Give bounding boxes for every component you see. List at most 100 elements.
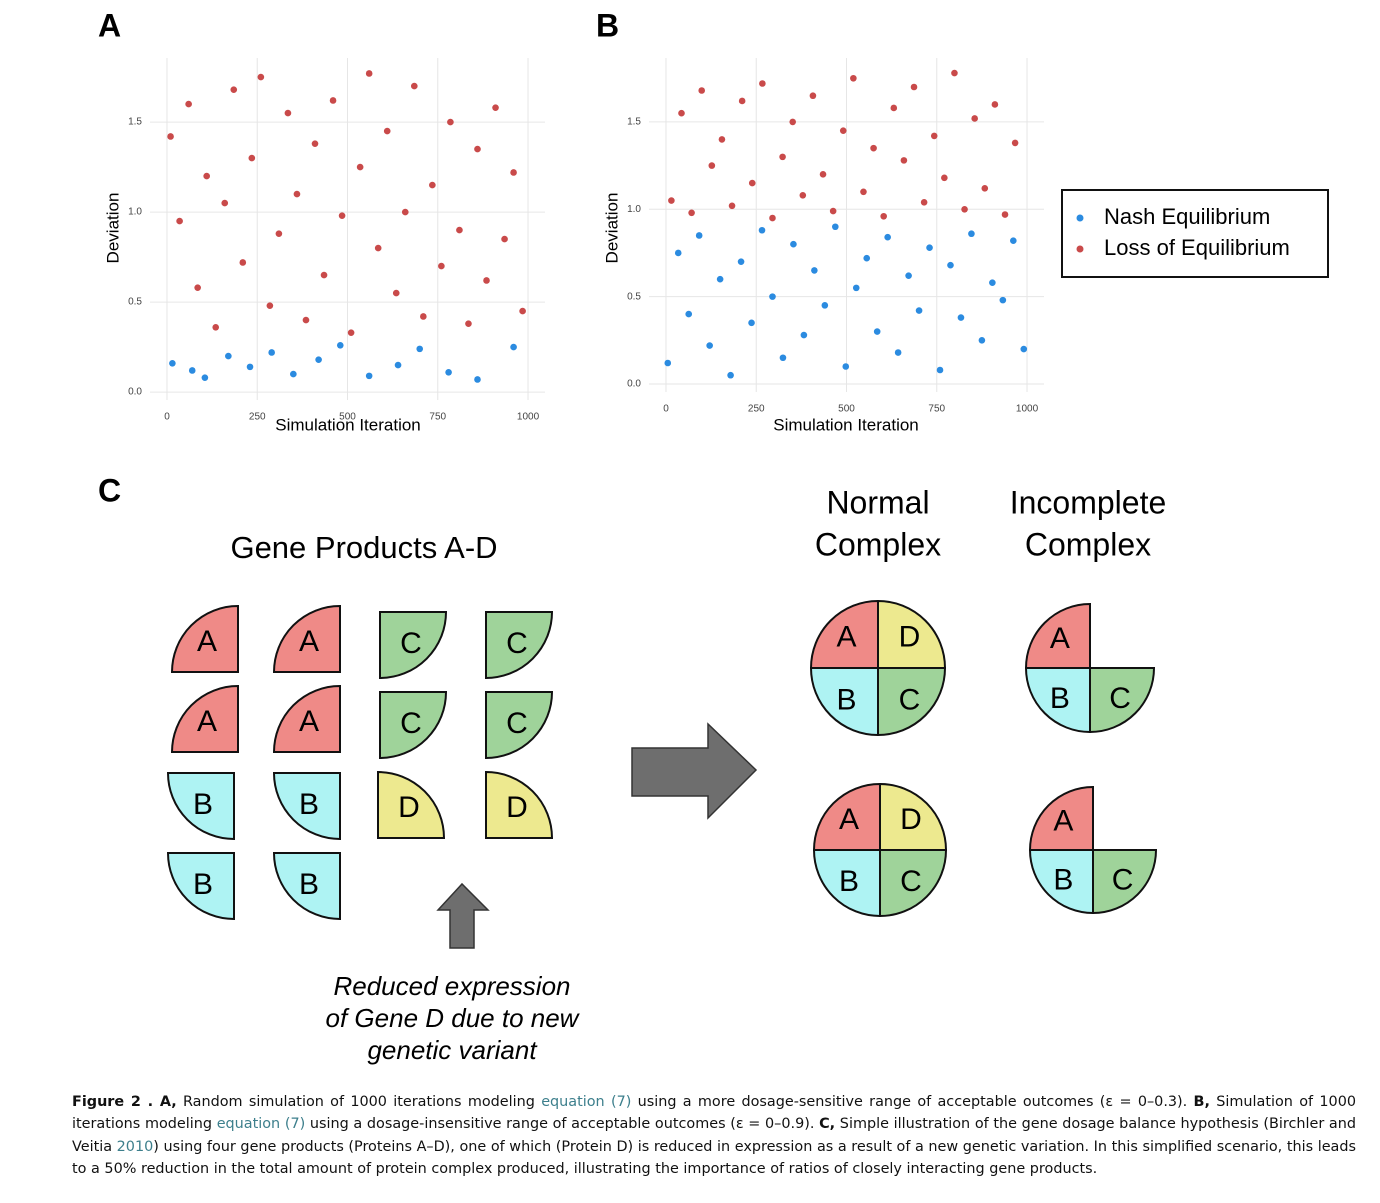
y-tick-label: 1.0 — [627, 204, 641, 215]
gene-label: B — [1050, 682, 1070, 715]
point — [829, 207, 837, 215]
point — [188, 367, 196, 374]
panel-label: A — [98, 7, 121, 43]
x-tick-label: 1000 — [517, 412, 540, 423]
gene-product — [485, 691, 554, 760]
gene-label: C — [400, 627, 422, 660]
arrow — [436, 882, 490, 949]
point — [926, 244, 933, 252]
point — [894, 349, 902, 356]
point — [311, 140, 319, 147]
point — [420, 313, 427, 320]
gene-label: A — [1053, 804, 1073, 837]
gene-product — [879, 782, 948, 851]
point — [456, 226, 463, 234]
gene-product — [812, 849, 881, 918]
gene-label: A — [197, 705, 217, 738]
legend-marker — [1076, 245, 1084, 253]
caption-plain: Simple illustration of the gene dosage b… — [72, 1116, 1356, 1155]
point — [936, 366, 944, 374]
caption-link[interactable]: 2010 — [116, 1138, 154, 1155]
point — [194, 284, 201, 291]
point — [873, 328, 881, 335]
point — [492, 104, 499, 111]
x-tick-label: 1000 — [1016, 404, 1039, 415]
point — [510, 343, 517, 351]
point — [416, 345, 424, 353]
note: of Gene D due to new — [326, 1003, 581, 1033]
caption-link[interactable]: equation (7) — [216, 1116, 306, 1133]
point — [212, 323, 220, 331]
point — [819, 171, 827, 178]
point — [863, 254, 871, 262]
gene-product — [877, 667, 947, 737]
point — [880, 212, 887, 220]
gene-product — [879, 849, 948, 918]
point — [832, 223, 839, 231]
gene-label: B — [193, 788, 213, 821]
gene-product — [379, 611, 448, 680]
point — [266, 302, 274, 309]
y-tick-label: 0.0 — [627, 379, 641, 390]
point — [769, 293, 776, 300]
point — [167, 133, 174, 140]
point — [799, 192, 807, 199]
panel-label: C — [98, 472, 121, 508]
y-tick-label: 0.5 — [627, 291, 641, 302]
point — [1010, 237, 1017, 245]
gene-product — [1028, 785, 1094, 851]
gene-product — [1024, 667, 1091, 734]
gene-label: A — [197, 625, 217, 658]
point — [519, 307, 526, 315]
point — [510, 169, 517, 176]
point — [1020, 345, 1028, 353]
gene-label: C — [1109, 682, 1131, 715]
gene-product — [272, 852, 341, 921]
point — [284, 109, 292, 117]
gene-product — [812, 782, 881, 851]
caption-link[interactable]: equation (7) — [541, 1094, 632, 1110]
gene-label: C — [506, 707, 528, 740]
point — [1001, 211, 1009, 218]
x-tick-label: 750 — [928, 404, 945, 415]
point — [394, 361, 402, 369]
point — [991, 101, 999, 108]
point — [748, 179, 756, 187]
point — [302, 316, 310, 324]
point — [790, 240, 797, 248]
gene-product — [1092, 849, 1158, 915]
x-tick-label: 250 — [748, 404, 765, 415]
point — [374, 244, 382, 252]
point — [239, 259, 247, 266]
gene-product — [170, 684, 239, 753]
panel-label: B — [596, 7, 619, 43]
point — [758, 226, 766, 234]
legend-label: Nash Equilibrium — [1104, 204, 1270, 229]
note: genetic variant — [367, 1035, 538, 1065]
point — [338, 212, 346, 219]
gene-label: B — [1053, 864, 1073, 897]
point — [221, 199, 229, 207]
note: Reduced expression — [333, 971, 570, 1001]
gene-label: D — [900, 803, 922, 836]
point — [900, 157, 908, 164]
point — [930, 132, 938, 140]
heading: Normal — [826, 484, 929, 520]
caption-bold: C, — [819, 1116, 836, 1133]
x-axis-label: Simulation Iteration — [275, 415, 421, 434]
gene-product — [379, 691, 448, 760]
x-tick-label: 500 — [838, 404, 855, 415]
point — [225, 352, 232, 360]
gene-product — [485, 611, 554, 680]
point — [759, 80, 766, 87]
point — [257, 73, 265, 81]
caption-plain: Random simulation of 1000 iterations mod… — [176, 1094, 542, 1110]
point — [809, 92, 817, 100]
point — [668, 197, 675, 204]
gene-product — [377, 770, 446, 839]
point — [737, 258, 745, 265]
figure-graphics: A B C Gene Products A-D Normal Complex I… — [98, 7, 1329, 1065]
point — [356, 163, 364, 171]
point — [203, 172, 210, 180]
caption-bold: Figure 2 . A, — [72, 1094, 177, 1110]
